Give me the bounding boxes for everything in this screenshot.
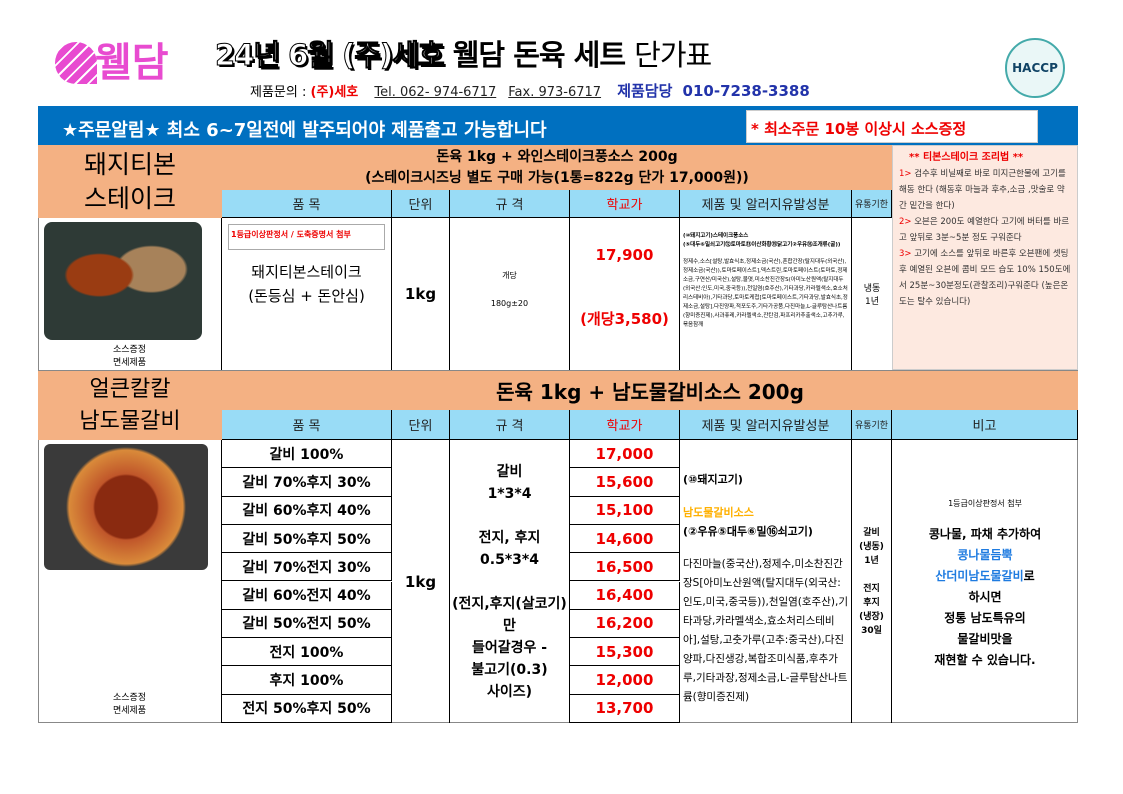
table-row-price: 17,000	[570, 440, 680, 469]
column-header-spec: 규 격	[450, 190, 570, 218]
table-row-price: 14,600	[570, 524, 680, 554]
column-header-note: 비고	[892, 410, 1078, 440]
shelf-life: 갈비 (냉동) 1년 전지 후지 (냉장) 30일	[852, 440, 892, 723]
table-row-price: 16,200	[570, 609, 680, 639]
column-header-price: 학교가	[570, 410, 680, 440]
table-row-item: 갈비 50%후지 50%	[222, 524, 392, 554]
table-row-item: 갈비 60%후지 40%	[222, 496, 392, 525]
galbi-photo-cell: 소스증정 면세제품	[38, 440, 222, 723]
recipe-step: 2> 오븐은 200도 예열한다 고기에 버터를 바르고 앞뒤로 3분~5분 정…	[899, 217, 1070, 243]
column-header-price: 학교가	[570, 190, 680, 218]
recipe-step: 1> 검수후 비닐째로 바로 미지근한물에 고기를 해동 한다 (해동후 마늘과…	[899, 169, 1066, 211]
column-header-shelf: 유통기한	[852, 410, 892, 440]
haccp-badge: HACCP	[1005, 38, 1065, 98]
table-row-item: 갈비 70%전지 30%	[222, 553, 392, 582]
table-row-item: 갈비 70%후지 30%	[222, 468, 392, 497]
order-notice-banner: ★주문알림★ 최소 6~7일전에 발주되어야 제품출고 가능합니다 * 최소주문…	[38, 108, 1078, 145]
recipe-box: ** 티본스테이크 조리법 ** 1> 검수후 비닐째로 바로 미지근한물에 고…	[892, 145, 1078, 370]
table-row-price: 13,700	[570, 694, 680, 723]
contact-info: 제품문의 : (주)세호 Tel. 062- 974-6717 Fax. 973-…	[250, 82, 810, 100]
set-title: 돈육 1kg + 와인스테이크풍소스 200g (스테이크시즈닝 별도 구매 가능…	[222, 145, 892, 190]
column-header-unit: 단위	[392, 190, 450, 218]
galbi-photo	[44, 444, 208, 570]
column-header-item: 품 목	[222, 410, 392, 440]
price: 17,900 (개당3,580)	[570, 218, 680, 370]
table-row-item: 전지 100%	[222, 638, 392, 667]
cert-note: 1등급이상판정서 / 도축증명서 첨부	[228, 224, 385, 250]
table-row-item: 갈비 50%전지 50%	[222, 609, 392, 639]
shelf-life: 냉동 1년	[863, 284, 881, 307]
page-title: 24년 6월 (주)세호 웰담 돈육 세트 단가표	[215, 38, 713, 73]
table-row-price: 15,300	[570, 638, 680, 667]
column-header-item: 품 목	[222, 190, 392, 218]
table-row-item: 갈비 60%전지 40%	[222, 581, 392, 610]
set-title: 돈육 1kg + 남도물갈비소스 200g	[222, 370, 1078, 410]
column-header-unit: 단위	[392, 410, 450, 440]
table-row-price: 15,600	[570, 468, 680, 497]
ingredients: (⑩돼지고기)스테이크풍소스 (⑤대두⑥밀쇠고기⑫토마토⑬이산화황⑮닭고기②우유…	[680, 218, 852, 370]
spec: 갈비 1*3*4 전지, 후지 0.5*3*4 (전지,후지(살코기)만 들어갈…	[450, 440, 570, 723]
promo-box: * 최소주문 10봉 이상시 소스증정	[746, 110, 1038, 143]
recipe-step: 3> 고기에 소스를 앞뒤로 바른후 오븐팬에 셋팅후 예열된 오븐에 콤비 모…	[899, 249, 1071, 307]
table-row-price: 15,100	[570, 496, 680, 525]
welldam-logo: 웰담	[55, 30, 175, 90]
column-header-ingredients: 제품 및 알러지유발성분	[680, 410, 852, 440]
steak-photo	[44, 222, 202, 340]
table-row-price: 16,500	[570, 553, 680, 582]
note-cell: 1등급이상판정서 첨부 콩나물, 파채 추가하여 콩나물듬뿍 산더미남도물갈비로…	[928, 498, 1042, 667]
table-row-item: 갈비 100%	[222, 440, 392, 469]
column-header-ingredients: 제품 및 알러지유발성분	[680, 190, 852, 218]
table-row-item: 전지 50%후지 50%	[222, 694, 392, 723]
unit: 1kg	[392, 218, 450, 370]
item-name: 돼지티본스테이크 (돈등심 + 돈안심)	[248, 263, 365, 305]
steak-photo-cell: 소스증정 면세제품	[38, 218, 222, 370]
unit: 1kg	[392, 440, 450, 723]
column-header-spec: 규 격	[450, 410, 570, 440]
table-row-price: 16,400	[570, 581, 680, 610]
table-row-item: 후지 100%	[222, 666, 392, 695]
table-row-price: 12,000	[570, 666, 680, 695]
ingredients: (⑩돼지고기) 남도물갈비소스 (②우유⑤대두⑥밀⑯쇠고기) 다진마늘(중국산)…	[680, 440, 852, 723]
product-name: 얼큰칼칼 남도물갈비	[38, 370, 222, 440]
column-header-shelf: 유통기한	[852, 190, 892, 218]
product-name: 돼지티본 스테이크	[38, 145, 222, 218]
